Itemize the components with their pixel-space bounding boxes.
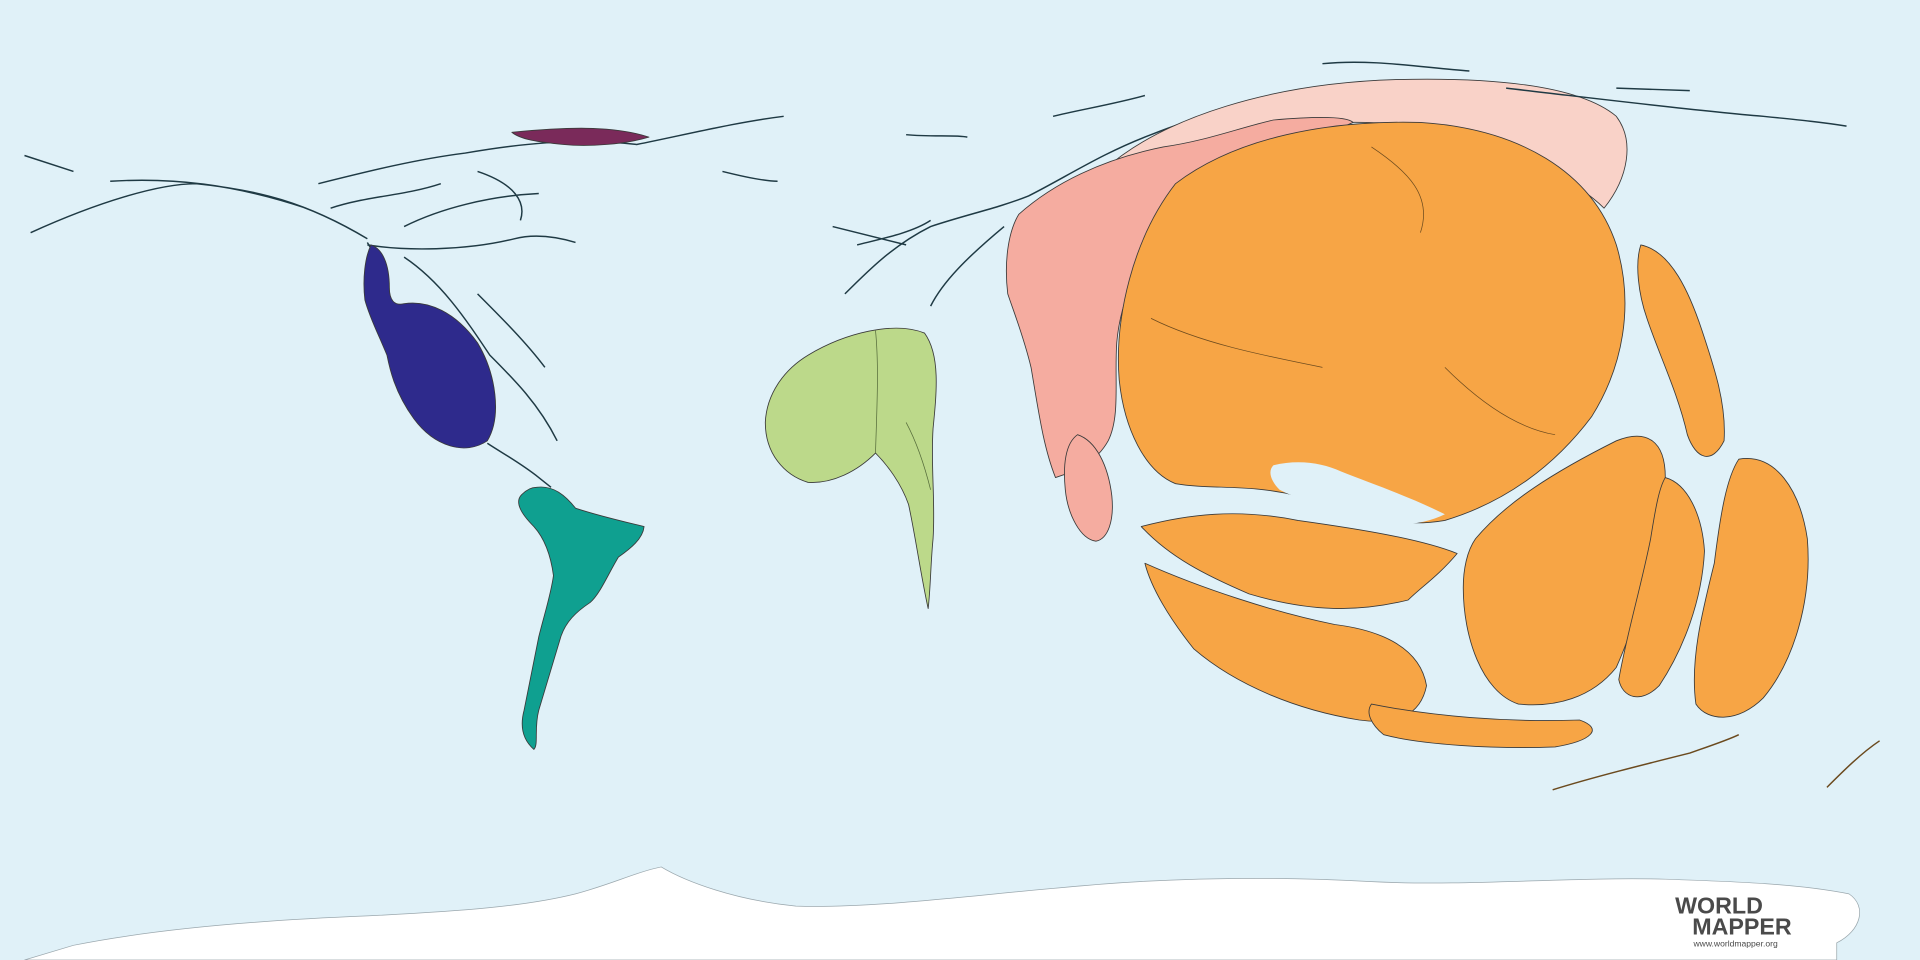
europe bbox=[832, 61, 1470, 307]
oceania bbox=[1552, 734, 1880, 791]
logo-line2: MAPPER bbox=[1692, 913, 1792, 939]
philippines bbox=[1693, 458, 1809, 718]
africa-borders bbox=[875, 330, 931, 490]
central-america bbox=[363, 244, 496, 449]
russia-east bbox=[1506, 87, 1847, 127]
greenland bbox=[511, 127, 650, 146]
logo: WORLD MAPPER www.worldmapper.org bbox=[1675, 892, 1792, 948]
logo-line1: WORLD bbox=[1675, 892, 1763, 918]
china bbox=[1118, 121, 1626, 524]
bay bbox=[1270, 462, 1445, 525]
japan-korea bbox=[1637, 244, 1725, 457]
sri-lanka-region bbox=[1064, 434, 1113, 542]
asia-borders bbox=[1150, 146, 1556, 436]
vietnam-region bbox=[1618, 477, 1705, 698]
south-america bbox=[518, 486, 645, 750]
north-america bbox=[24, 115, 968, 442]
indonesia bbox=[1368, 703, 1593, 748]
india bbox=[1140, 513, 1458, 609]
logo-url: www.worldmapper.org bbox=[1692, 939, 1777, 949]
isthmus bbox=[486, 442, 552, 488]
antarctica bbox=[24, 866, 1860, 960]
east-asia bbox=[1118, 121, 1809, 748]
africa bbox=[764, 327, 937, 609]
